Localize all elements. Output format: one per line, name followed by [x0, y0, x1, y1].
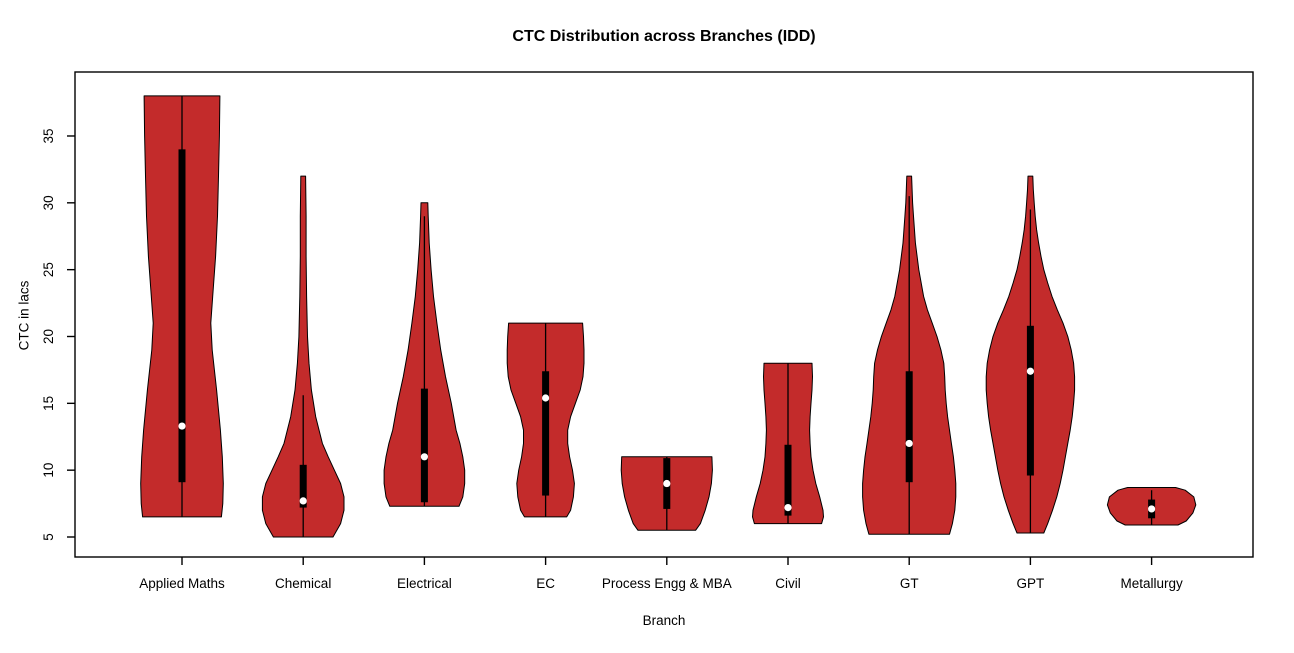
median-dot-gt: [905, 439, 913, 448]
x-tick-label-process-engg-mba: Process Engg & MBA: [602, 576, 732, 591]
x-tick-label-chemical: Chemical: [275, 576, 331, 591]
x-tick-label-gpt: GPT: [1017, 576, 1045, 591]
iqr-box-gt: [905, 371, 913, 483]
median-dot-ec: [542, 394, 550, 402]
x-tick-label-ec: EC: [536, 576, 555, 591]
iqr-box-gpt: [1026, 325, 1034, 476]
y-tick-label-5: 5: [41, 533, 56, 541]
median-dot-electrical: [420, 453, 428, 461]
median-dot-civil: [784, 503, 792, 512]
iqr-box-electrical: [420, 388, 428, 503]
median-dot-metallurgy: [1148, 505, 1156, 513]
y-tick-label-15: 15: [41, 396, 56, 411]
median-dot-chemical: [299, 497, 307, 505]
iqr-box-civil: [784, 444, 792, 516]
y-tick-label-10: 10: [41, 463, 56, 478]
y-tick-label-25: 25: [41, 262, 56, 277]
median-dot-gpt: [1026, 367, 1034, 375]
iqr-box-ec: [542, 371, 550, 496]
chart-title: CTC Distribution across Branches (IDD): [512, 28, 816, 45]
violin-chemical: [261, 175, 345, 538]
y-axis-label: CTC in lacs: [16, 280, 32, 351]
y-tick-label-20: 20: [41, 329, 56, 344]
x-tick-label-civil: Civil: [775, 576, 801, 591]
x-tick-label-gt: GT: [900, 576, 919, 591]
median-dot-process-engg-mba: [663, 479, 671, 488]
x-tick-label-electrical: Electrical: [397, 576, 452, 591]
median-dot-applied-maths: [178, 422, 186, 430]
iqr-box-applied-maths: [178, 149, 186, 483]
plot-border: [74, 71, 1254, 558]
y-tick-label-35: 35: [41, 128, 56, 143]
x-tick-label-metallurgy: Metallurgy: [1120, 576, 1183, 591]
x-tick-label-applied-maths: Applied Maths: [139, 576, 225, 591]
x-axis-label: Branch: [642, 613, 686, 628]
y-tick-label-30: 30: [41, 195, 56, 210]
iqr-box-chemical: [299, 464, 307, 508]
